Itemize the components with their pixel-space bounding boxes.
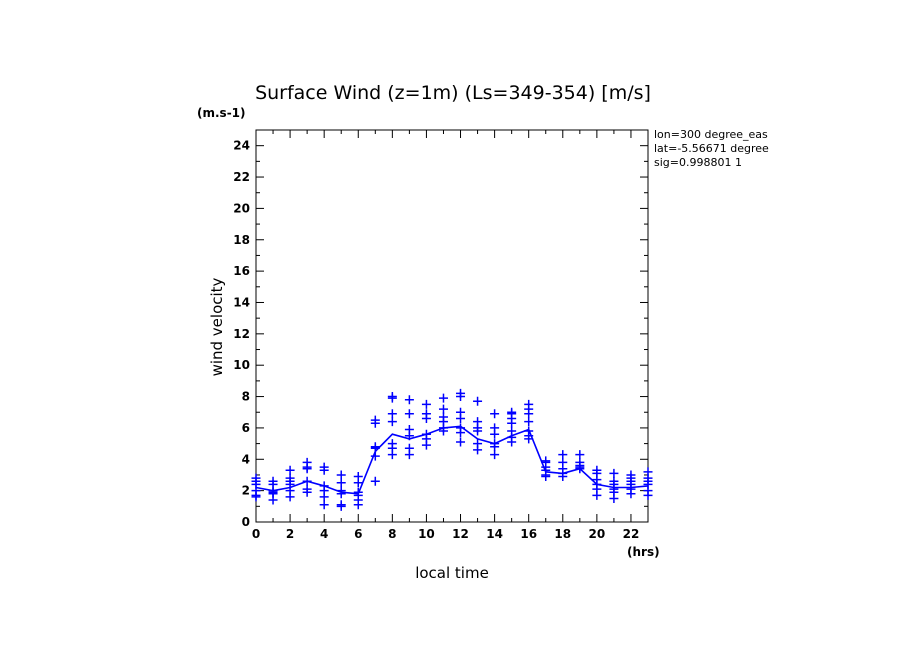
- sample-point-marker: [507, 437, 517, 447]
- plot-frame: [255, 129, 649, 523]
- sample-point-marker: [404, 409, 414, 419]
- y-tick-label: 10: [233, 358, 250, 372]
- sample-point-marker: [558, 450, 568, 460]
- y-tick-label: 18: [233, 233, 250, 247]
- sample-point-marker: [575, 464, 585, 474]
- sample-point-marker: [404, 395, 414, 405]
- sample-point-marker: [404, 431, 414, 441]
- sample-point-marker: [421, 440, 431, 450]
- sample-point-marker: [302, 476, 312, 486]
- sample-point-marker: [438, 426, 448, 436]
- sample-point-marker: [319, 500, 329, 510]
- x-tick-label: 16: [520, 527, 537, 541]
- y-tick-label: 24: [233, 139, 250, 153]
- y-tick-label: 2: [242, 484, 250, 498]
- y-axis-label: wind velocity: [208, 277, 226, 376]
- sample-point-marker: [336, 470, 346, 480]
- sample-point-marker: [609, 493, 619, 503]
- sample-point-marker: [387, 450, 397, 460]
- sample-point-marker: [302, 464, 312, 474]
- sample-point-marker: [592, 490, 602, 500]
- x-tick-label: 4: [320, 527, 328, 541]
- y-tick-label: 6: [242, 421, 250, 435]
- chart-marks: [251, 388, 653, 511]
- y-tick-label: 0: [242, 515, 250, 529]
- x-tick-label: 22: [623, 527, 640, 541]
- x-tick-label: 8: [388, 527, 396, 541]
- sample-point-marker: [643, 490, 653, 500]
- x-tick-label: 10: [418, 527, 435, 541]
- sample-point-marker: [558, 472, 568, 482]
- sample-point-marker: [353, 478, 363, 488]
- x-axis-label: local time: [415, 564, 489, 582]
- sample-point-marker: [387, 417, 397, 427]
- chart-title: Surface Wind (z=1m) (Ls=349-354) [m/s]: [255, 82, 651, 104]
- sample-point-marker: [473, 426, 483, 436]
- y-tick-label: 14: [233, 295, 250, 309]
- sample-point-marker: [524, 409, 534, 419]
- x-tick-label: 14: [486, 527, 503, 541]
- sample-point-marker: [456, 392, 466, 402]
- sample-point-marker: [609, 468, 619, 478]
- sample-point-marker: [575, 450, 585, 460]
- sample-point-marker: [285, 492, 295, 502]
- sample-point-marker: [336, 478, 346, 488]
- y-unit-label: (m.s-1): [197, 106, 246, 120]
- y-tick-label: 22: [233, 170, 250, 184]
- x-tick-label: 18: [554, 527, 571, 541]
- info-line-sig: sig=0.998801 1: [654, 156, 742, 169]
- sample-point-marker: [421, 414, 431, 424]
- sample-point-marker: [370, 443, 380, 453]
- sample-point-marker: [370, 451, 380, 461]
- sample-point-marker: [268, 495, 278, 505]
- sample-point-marker: [456, 414, 466, 424]
- sample-point-marker: [490, 409, 500, 419]
- info-line-lat: lat=-5.56671 degree: [654, 142, 769, 155]
- y-tick-label: 8: [242, 390, 250, 404]
- sample-point-marker: [404, 450, 414, 460]
- sample-point-marker: [524, 434, 534, 444]
- sample-point-marker: [319, 492, 329, 502]
- sample-point-marker: [626, 489, 636, 499]
- x-tick-label: 20: [589, 527, 606, 541]
- sample-point-marker: [473, 445, 483, 455]
- y-tick-label: 16: [233, 264, 250, 278]
- sample-point-marker: [370, 418, 380, 428]
- sample-point-marker: [507, 418, 517, 428]
- sample-point-marker: [387, 409, 397, 419]
- sample-point-marker: [490, 450, 500, 460]
- sample-point-marker: [319, 465, 329, 475]
- sample-point-marker: [456, 428, 466, 438]
- x-unit-label: (hrs): [627, 545, 660, 559]
- sample-point-marker: [524, 417, 534, 427]
- sample-point-marker: [353, 500, 363, 510]
- sample-point-marker: [421, 399, 431, 409]
- y-tick-label: 12: [233, 327, 250, 341]
- x-tick-label: 0: [252, 527, 260, 541]
- sample-point-marker: [541, 472, 551, 482]
- sample-point-marker: [473, 396, 483, 406]
- sample-point-marker: [387, 393, 397, 403]
- sample-point-marker: [302, 487, 312, 497]
- sample-point-marker: [370, 476, 380, 486]
- mean-wind-line: [255, 425, 649, 495]
- info-text-block: lon=300 degree_eas lat=-5.56671 degree s…: [654, 128, 769, 169]
- sample-point-marker: [336, 501, 346, 511]
- sample-point-marker: [438, 404, 448, 414]
- x-tick-label: 2: [286, 527, 294, 541]
- sample-point-marker: [438, 393, 448, 403]
- sample-point-marker: [490, 429, 500, 439]
- x-tick-label: 6: [354, 527, 362, 541]
- sample-point-marker: [456, 437, 466, 447]
- sample-point-marker: [285, 465, 295, 475]
- sample-point-marker: [490, 442, 500, 452]
- info-line-lon: lon=300 degree_eas: [654, 128, 768, 141]
- y-tick-label: 20: [233, 201, 250, 215]
- y-tick-label: 4: [242, 452, 250, 466]
- x-tick-label: 12: [452, 527, 469, 541]
- sample-point-marker: [251, 492, 261, 502]
- sample-point-marker: [336, 489, 346, 499]
